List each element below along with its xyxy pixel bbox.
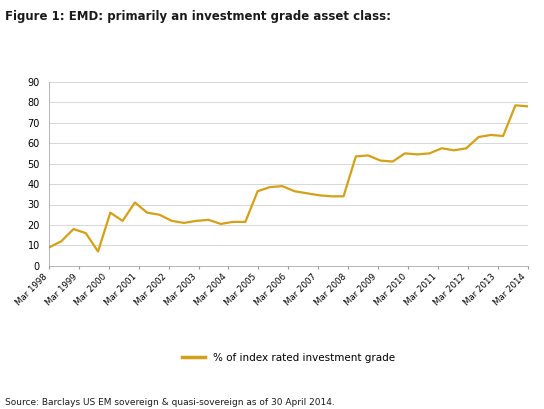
Text: Figure 1: EMD: primarily an investment grade asset class:: Figure 1: EMD: primarily an investment g… <box>5 10 392 23</box>
Legend: % of index rated investment grade: % of index rated investment grade <box>177 348 399 367</box>
Text: Source: Barclays US EM sovereign & quasi-sovereign as of 30 April 2014.: Source: Barclays US EM sovereign & quasi… <box>5 398 335 407</box>
